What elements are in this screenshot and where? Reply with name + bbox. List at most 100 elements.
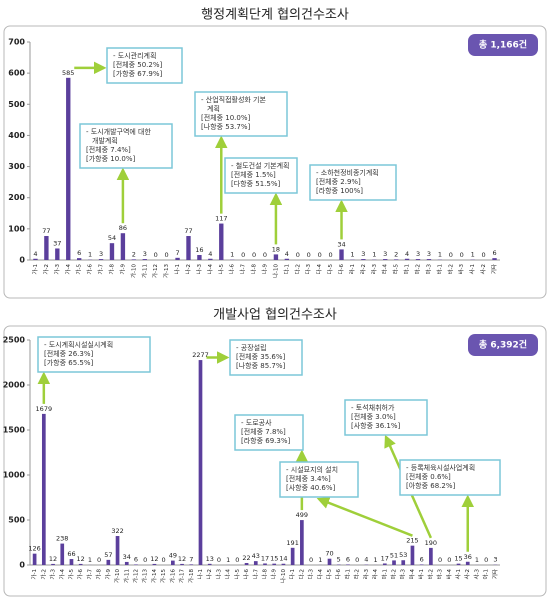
y-tick-label: 600: [8, 69, 25, 78]
bar: [456, 563, 461, 565]
annotation-text: [나항중 53.7%]: [201, 122, 251, 131]
value-label: 0: [329, 251, 333, 259]
annotation-text: - 철도건설 기본계획: [231, 161, 290, 170]
y-tick-label: 400: [8, 131, 25, 140]
value-label: 2: [132, 250, 136, 258]
bar: [284, 258, 290, 260]
annotation-text: [전체중 50.2%]: [113, 60, 163, 69]
bar: [77, 258, 82, 260]
x-tick-label: 가-6: [86, 264, 94, 275]
y-tick-label: 2000: [3, 381, 26, 390]
annotation-text: [사항중 36.1%]: [351, 421, 401, 430]
x-tick-label: 가-7: [97, 264, 105, 275]
value-label: 191: [286, 539, 298, 547]
chart-title: 행정계획단계 협의건수조사: [201, 7, 349, 23]
value-label: 2: [394, 250, 398, 258]
value-label: 1: [88, 251, 92, 259]
x-tick-label: 다-5: [326, 264, 334, 275]
x-tick-label: 가-2: [39, 569, 47, 580]
x-tick-label: 나-3: [195, 264, 203, 275]
x-tick-label: 라-1: [348, 264, 356, 275]
value-label: 0: [449, 251, 453, 259]
value-label: 0: [143, 556, 147, 564]
bar: [327, 558, 332, 565]
x-tick-label: 라-4: [371, 569, 379, 580]
bar: [33, 258, 38, 260]
y-tick-label: 700: [8, 38, 25, 47]
annotation-box: [344, 399, 428, 436]
x-tick-label: 나-3: [214, 569, 222, 580]
annotation-text: - 시설묘지의 설치: [286, 465, 338, 474]
x-tick-label: 가-8: [95, 569, 103, 580]
x-tick-label: 가-4: [58, 569, 66, 580]
value-label: 1: [350, 251, 354, 259]
value-label: 0: [235, 556, 239, 564]
x-tick-label: 가-11: [122, 569, 130, 583]
value-label: 499: [296, 511, 308, 519]
value-label: 1: [230, 251, 234, 259]
x-tick-label: 나-8: [250, 264, 258, 275]
annotation-text: [가항중 10.0%]: [86, 154, 136, 163]
value-label: 5: [337, 556, 341, 564]
x-tick-label: 바-1: [417, 569, 425, 580]
annotation-text: [가항중 65.5%]: [44, 358, 94, 367]
bar: [290, 547, 295, 565]
x-tick-label: 마-4: [408, 569, 416, 580]
bar: [263, 563, 267, 565]
annotation-box: [229, 339, 303, 376]
bar: [273, 254, 279, 260]
value-label: 4: [364, 556, 368, 564]
value-label: 6: [346, 555, 350, 563]
value-label: 0: [263, 251, 267, 259]
value-label: 57: [104, 551, 112, 559]
x-tick-label: 가-9: [118, 264, 126, 275]
value-label: 0: [355, 556, 359, 564]
value-label: 0: [296, 251, 300, 259]
value-label: 0: [154, 251, 158, 259]
value-label: 0: [165, 251, 169, 259]
x-tick-label: 나-7: [251, 569, 259, 580]
value-label: 0: [162, 556, 166, 564]
x-tick-label: 다-3: [304, 264, 312, 275]
bar: [55, 248, 60, 260]
bar: [208, 258, 213, 260]
bar: [339, 249, 344, 260]
bar: [171, 560, 175, 565]
x-tick-label: 마-2: [390, 569, 398, 580]
value-label: 0: [447, 556, 451, 564]
bar: [404, 258, 410, 260]
x-tick-label: 가-18: [187, 569, 195, 584]
bar: [106, 559, 111, 565]
x-tick-label: 다-2: [297, 569, 305, 580]
bar: [492, 258, 497, 260]
x-tick-label: 나-8: [261, 569, 269, 580]
badge: 총 6,392건: [479, 339, 527, 351]
annotation-text: 개발계획: [92, 136, 118, 145]
x-tick-label: 다-1: [282, 264, 290, 275]
value-label: 0: [217, 556, 221, 564]
annotation-text: [사항중 40.6%]: [286, 483, 336, 492]
value-label: 7: [189, 555, 193, 563]
x-tick-label: 마-1: [380, 569, 388, 580]
x-tick-label: 바-2: [446, 264, 454, 275]
bar: [120, 233, 126, 260]
x-tick-label: 나-2: [184, 264, 192, 275]
x-tick-label: 마-3: [424, 264, 432, 275]
x-tick-label: 가-1: [31, 264, 39, 275]
value-label: 12: [178, 555, 186, 563]
bar: [401, 560, 406, 565]
x-tick-label: 기타: [490, 264, 498, 274]
x-tick-label: 아-1: [482, 569, 490, 580]
bar: [152, 563, 157, 565]
annotation-box: [309, 164, 397, 201]
value-label: 0: [318, 251, 322, 259]
x-tick-label: 라-3: [370, 264, 378, 275]
bar: [393, 259, 399, 260]
bar: [281, 563, 286, 565]
x-tick-label: 나-9: [261, 264, 269, 275]
value-label: 1: [226, 556, 230, 564]
annotation-text: [가항중 67.9%]: [113, 69, 163, 78]
value-label: 54: [108, 234, 116, 242]
x-tick-label: 가-5: [75, 264, 83, 275]
x-tick-label: 바-1: [435, 264, 443, 275]
